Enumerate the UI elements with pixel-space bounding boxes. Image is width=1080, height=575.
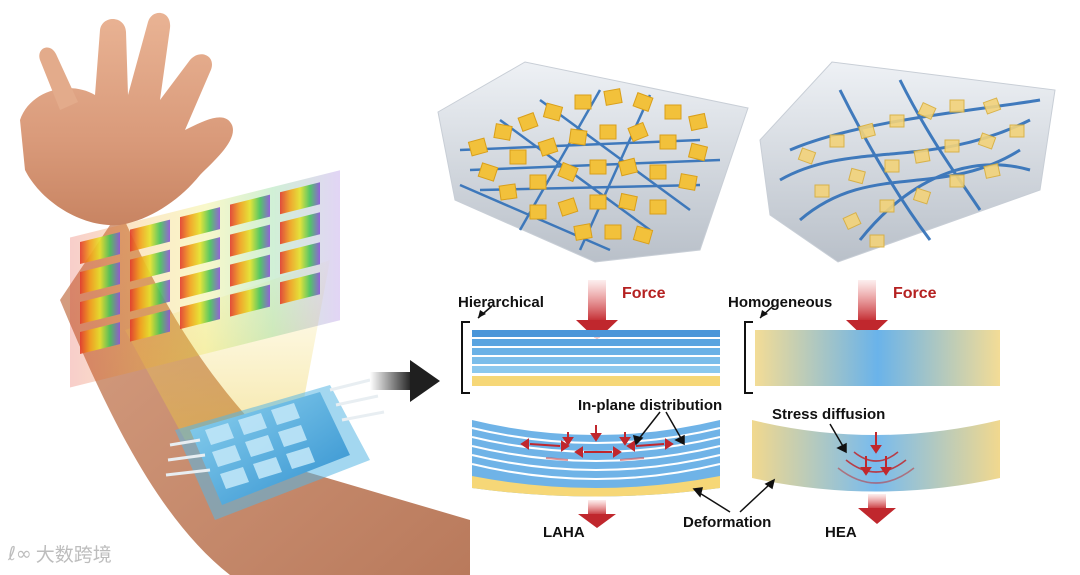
watermark-logo-icon: ℓ∞ xyxy=(8,542,32,565)
hea-3d-model xyxy=(759,61,1056,263)
laha-3d-model xyxy=(437,61,749,263)
laha-label: LAHA xyxy=(543,524,585,541)
leader-lines xyxy=(632,411,847,513)
wrist-illustration xyxy=(20,12,470,575)
homogeneous-label: Homogeneous xyxy=(728,294,833,311)
homogeneous-block-bent xyxy=(752,420,1000,524)
hierarchical-stack-flat xyxy=(461,305,720,394)
force-label-right: Force xyxy=(893,285,937,302)
hierarchical-stack-bent xyxy=(471,420,721,528)
stress-diffusion-label: Stress diffusion xyxy=(772,406,886,423)
right-arrow-icon xyxy=(370,360,440,402)
watermark-text: 大数跨境 xyxy=(35,544,112,566)
hand xyxy=(20,12,233,226)
color-pixel-grid xyxy=(70,170,340,388)
watermark: ℓ∞ 大数跨境 xyxy=(8,540,112,567)
hea-label: HEA xyxy=(825,524,857,541)
force-label-left: Force xyxy=(622,285,666,302)
hierarchical-label: Hierarchical xyxy=(458,294,544,311)
in-plane-distribution-label: In-plane distribution xyxy=(578,397,723,414)
homogeneous-block-flat xyxy=(744,305,1000,394)
deformation-label: Deformation xyxy=(683,514,772,531)
sensor-patch xyxy=(165,378,385,520)
